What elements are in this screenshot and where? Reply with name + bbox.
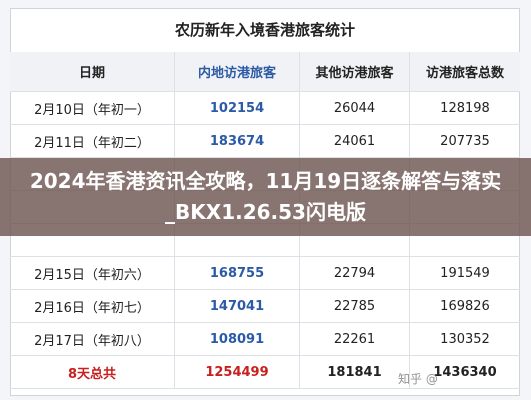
table-cell: 24061 [300, 125, 410, 157]
table-row: 2月10日（年初一） 102154 26044 128198 [10, 92, 520, 125]
table-cell: 169826 [440, 298, 490, 314]
table-cell: 191549 [440, 265, 490, 281]
table-cell: 22261 [300, 323, 410, 355]
table-cell: 其他访港旅客 [300, 52, 410, 91]
table-cell: 22785 [300, 290, 410, 322]
table-cell: 108091 [175, 323, 300, 355]
table-cell: 26044 [300, 92, 410, 124]
table-cell: 102154 [175, 92, 300, 124]
table-row: 2月11日（年初二） 183674 24061 207735 [10, 125, 520, 158]
table-cell: 183674 [175, 125, 300, 157]
table-cell: 2月17日（年初八） [10, 323, 175, 355]
table-cell: 168755 [175, 257, 300, 289]
table-cell [175, 224, 300, 256]
table-cell: 日期 [10, 52, 175, 91]
table-row: 2月16日（年初七） 147041 22785 169826 [10, 290, 520, 323]
watermark: 知乎 @ [398, 372, 438, 386]
table-row: 2月15日（年初六） 168755 22794 191549 [10, 257, 520, 290]
table-cell: 207735 [440, 133, 490, 149]
banner: 2024年香港资讯全攻略，11月19日逐条解答与落实_BKX1.26.53闪电版 [0, 158, 531, 236]
table-cell: 147041 [175, 290, 300, 322]
table-cell: 130352 [440, 331, 490, 347]
table-cell: 181841 [300, 356, 410, 388]
table-cell: 访港旅客总数 [425, 66, 504, 81]
table-cell: 2月11日（年初二） [10, 125, 175, 157]
table-title: 农历新年入境香港旅客统计 [10, 8, 520, 53]
table-row [10, 224, 520, 257]
table-cell: 2月10日（年初一） [10, 92, 175, 124]
table-row: 8天总共 1254499 181841 1436340 [10, 356, 520, 389]
table-cell: 内地访港旅客 [175, 52, 300, 91]
table-cell [300, 224, 410, 256]
table-cell [10, 224, 175, 256]
table-cell: 1254499 [175, 356, 300, 388]
table-cell: 1436340 [433, 364, 497, 380]
header-row: 日期 内地访港旅客 其他访港旅客 访港旅客总数 [10, 52, 520, 92]
table-cell: 8天总共 [10, 356, 175, 388]
table-cell: 2月16日（年初七） [10, 290, 175, 322]
table-cell: 128198 [440, 100, 490, 116]
table-row: 2月17日（年初八） 108091 22261 130352 [10, 323, 520, 356]
table-cell: 22794 [300, 257, 410, 289]
table-cell: 2月15日（年初六） [10, 257, 175, 289]
